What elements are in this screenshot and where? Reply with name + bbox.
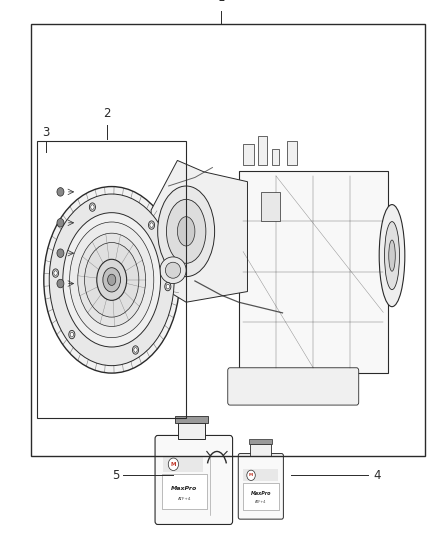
Ellipse shape xyxy=(53,269,59,277)
Ellipse shape xyxy=(166,262,180,278)
Text: 3: 3 xyxy=(42,126,49,139)
Ellipse shape xyxy=(158,186,215,277)
Bar xyxy=(178,423,205,439)
Ellipse shape xyxy=(379,205,405,306)
Bar xyxy=(251,444,271,456)
Circle shape xyxy=(247,470,255,480)
Circle shape xyxy=(57,249,64,257)
Ellipse shape xyxy=(150,223,153,228)
Bar xyxy=(258,136,267,165)
Bar xyxy=(175,416,208,423)
Ellipse shape xyxy=(103,268,120,292)
Ellipse shape xyxy=(69,330,75,339)
Ellipse shape xyxy=(70,332,74,337)
Bar xyxy=(287,141,297,165)
Text: ATF+4: ATF+4 xyxy=(178,497,191,501)
Ellipse shape xyxy=(97,260,127,301)
FancyBboxPatch shape xyxy=(238,454,283,519)
Text: M: M xyxy=(249,473,253,478)
Ellipse shape xyxy=(108,274,116,286)
Text: 4: 4 xyxy=(373,469,381,482)
Ellipse shape xyxy=(44,187,180,373)
Ellipse shape xyxy=(85,243,139,317)
Ellipse shape xyxy=(132,346,138,354)
Ellipse shape xyxy=(49,194,174,366)
Ellipse shape xyxy=(78,233,145,326)
Ellipse shape xyxy=(63,213,161,347)
Bar xyxy=(239,171,388,373)
Bar xyxy=(243,144,254,165)
Bar xyxy=(244,469,278,481)
Text: MaxPro: MaxPro xyxy=(251,491,271,496)
Text: ATF+4: ATF+4 xyxy=(255,500,266,504)
Text: M: M xyxy=(171,462,176,467)
Ellipse shape xyxy=(54,271,57,276)
Ellipse shape xyxy=(134,348,137,352)
Circle shape xyxy=(57,188,64,196)
Ellipse shape xyxy=(177,216,195,246)
Bar xyxy=(272,149,279,165)
Polygon shape xyxy=(151,160,247,302)
Circle shape xyxy=(57,219,64,227)
Bar xyxy=(163,457,203,472)
Ellipse shape xyxy=(91,205,94,209)
Ellipse shape xyxy=(166,284,170,289)
Circle shape xyxy=(168,458,179,471)
Bar xyxy=(261,192,280,221)
Ellipse shape xyxy=(70,222,154,338)
Text: 1: 1 xyxy=(217,0,225,4)
Circle shape xyxy=(57,279,64,288)
Bar xyxy=(249,439,272,444)
Ellipse shape xyxy=(385,222,399,289)
Ellipse shape xyxy=(389,240,395,271)
Ellipse shape xyxy=(160,257,186,284)
Ellipse shape xyxy=(89,203,95,211)
Text: 2: 2 xyxy=(103,107,111,120)
Ellipse shape xyxy=(165,282,171,291)
Text: 5: 5 xyxy=(113,469,120,482)
FancyBboxPatch shape xyxy=(155,435,233,524)
Ellipse shape xyxy=(166,199,206,263)
FancyBboxPatch shape xyxy=(228,368,359,405)
Bar xyxy=(243,483,279,510)
Bar xyxy=(31,24,425,456)
Ellipse shape xyxy=(148,221,155,229)
Bar xyxy=(37,141,186,418)
Text: MaxPro: MaxPro xyxy=(171,486,198,490)
Bar xyxy=(162,474,207,509)
